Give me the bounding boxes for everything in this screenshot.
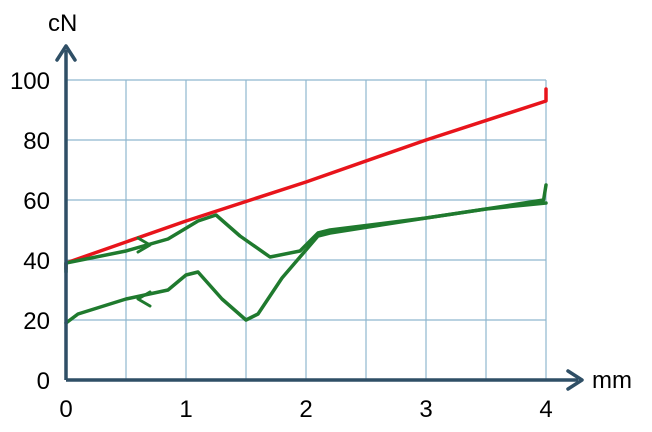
y-tick-label: 100 bbox=[10, 68, 50, 95]
direction-arrow-1 bbox=[136, 290, 152, 308]
x-axis-arrowhead bbox=[566, 369, 584, 391]
x-tick-label: 0 bbox=[59, 396, 72, 423]
y-tick-label: 40 bbox=[23, 248, 50, 275]
y-tick-label: 80 bbox=[23, 128, 50, 155]
x-axis-title: mm bbox=[592, 367, 632, 394]
y-axis-arrowhead bbox=[55, 44, 77, 62]
x-tick-label: 3 bbox=[419, 396, 432, 423]
x-tick-label: 4 bbox=[539, 396, 552, 423]
y-tick-label: 0 bbox=[37, 368, 50, 395]
direction-arrow-0 bbox=[136, 236, 152, 254]
series-line-2 bbox=[64, 201, 548, 325]
grid bbox=[66, 79, 547, 380]
x-tick-label: 1 bbox=[179, 396, 192, 423]
y-tick-label: 20 bbox=[23, 308, 50, 335]
axes bbox=[55, 44, 584, 391]
y-axis-title: cN bbox=[48, 10, 77, 37]
y-tick-label: 60 bbox=[23, 188, 50, 215]
x-tick-label: 2 bbox=[299, 396, 312, 423]
